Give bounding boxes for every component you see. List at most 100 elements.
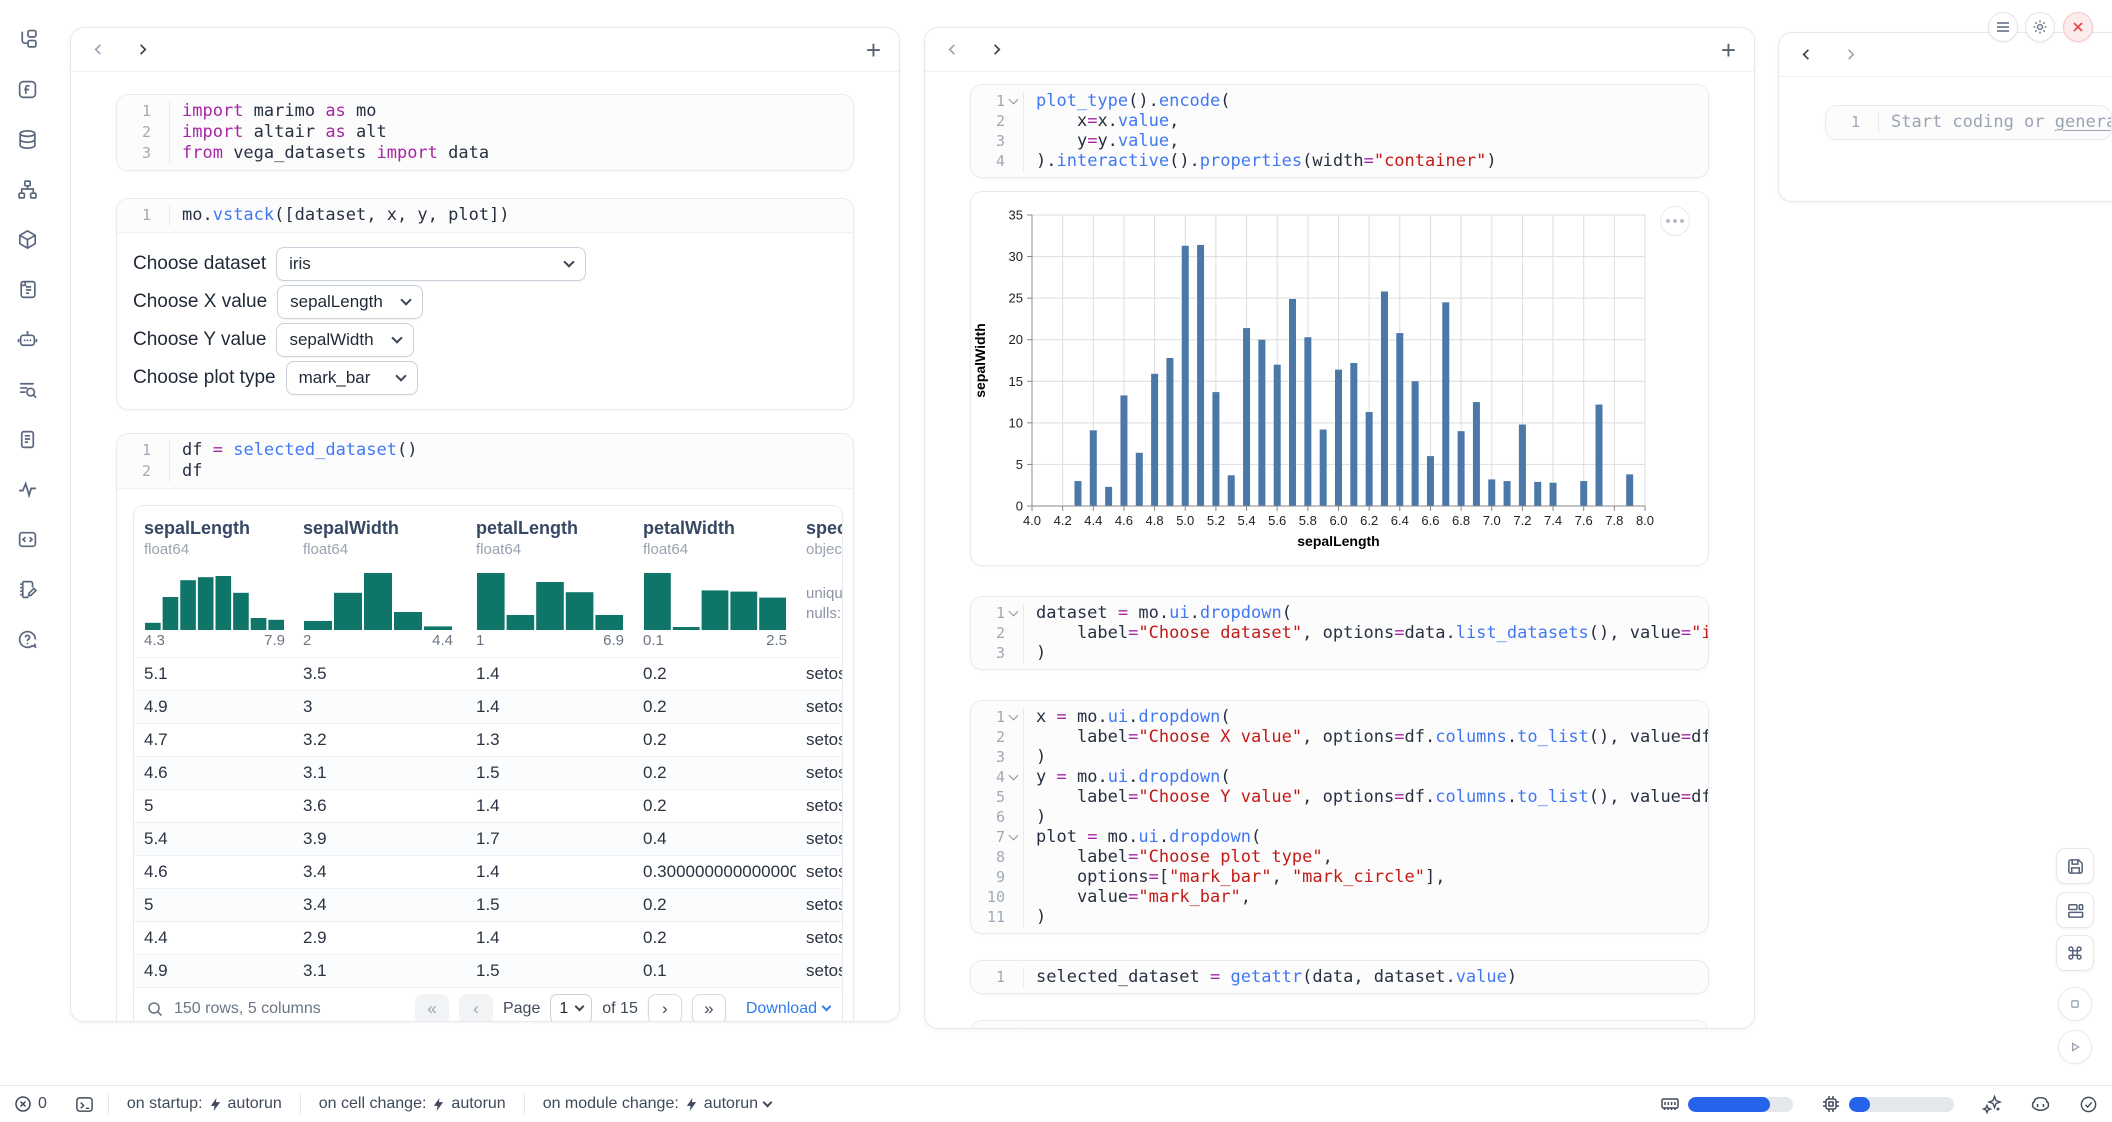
table-cell: setosa — [796, 658, 842, 690]
column-back-icon[interactable] — [1797, 46, 1815, 64]
column-forward-icon[interactable] — [1841, 46, 1859, 64]
copilot-button[interactable] — [2016, 1094, 2065, 1115]
page-select[interactable]: 1 — [550, 994, 592, 1023]
table-cell: 3.4 — [293, 889, 466, 921]
stop-all-button[interactable] — [2058, 987, 2092, 1021]
table-cell: 1.7 — [466, 823, 633, 855]
datasources-icon[interactable] — [10, 122, 44, 156]
search-icon[interactable] — [146, 1000, 164, 1018]
table-cell: setosa — [796, 823, 842, 855]
dataset-code-editor[interactable]: 1dataset = mo.ui.dropdown(2 label="Choos… — [971, 597, 1708, 669]
functions-icon[interactable] — [10, 72, 44, 106]
command-icon — [2066, 944, 2084, 962]
scratchpad-icon[interactable] — [10, 572, 44, 606]
page-label: Page — [503, 1000, 540, 1018]
download-button[interactable]: Download — [746, 1000, 830, 1018]
fold-chevron-icon[interactable] — [1005, 91, 1021, 111]
table-row: 53.61.40.2setosa — [134, 789, 842, 822]
fold-chevron-icon[interactable] — [1005, 767, 1021, 787]
table-cell: 3 — [293, 691, 466, 723]
notebook-menu-button[interactable] — [1988, 12, 2018, 42]
chart-code-editor[interactable]: 1plot_type().encode(2 x=x.value,3 y=y.va… — [971, 85, 1708, 177]
svg-text:4.8: 4.8 — [1146, 513, 1164, 528]
dropdown-select[interactable]: mark_bar — [286, 361, 418, 395]
status-bar: 0 on startup: autorun on cell change: au… — [0, 1085, 2112, 1122]
altair-bar-chart[interactable]: 051015202530354.04.24.44.64.85.05.25.45.… — [971, 192, 1711, 567]
prev-page-button[interactable]: ‹ — [459, 994, 493, 1023]
logs-icon[interactable] — [10, 372, 44, 406]
selected-dataset-editor[interactable]: 1selected_dataset = getattr(data, datase… — [971, 961, 1708, 993]
save-button[interactable] — [2056, 848, 2094, 884]
run-all-button[interactable] — [2058, 1030, 2092, 1064]
documentation-icon[interactable] — [10, 272, 44, 306]
new-cell-editor[interactable]: 1 Start coding or generate with AI — [1826, 106, 2111, 139]
vstack-code-editor[interactable]: 1mo.vstack([dataset, x, y, plot]) — [117, 199, 853, 232]
errors-indicator[interactable]: 0 — [0, 1095, 61, 1113]
column-forward-icon[interactable] — [987, 41, 1005, 59]
fold-chevron-icon — [1005, 747, 1021, 767]
layout-toggle-button[interactable] — [2056, 892, 2094, 928]
ai-assist-button[interactable] — [1968, 1094, 2016, 1114]
table-cell: 3.6 — [293, 790, 466, 822]
on-startup-setting[interactable]: on startup: autorun — [108, 1094, 300, 1114]
plot-type-cell: 1plot_type = getattr(alt.Chart(df), plot… — [970, 1020, 1709, 1029]
dropdown-select[interactable]: iris — [276, 247, 586, 281]
column-header-sepalWidth[interactable]: sepalWidthfloat6424.4 — [293, 506, 466, 657]
imports-code-editor[interactable]: 1import marimo as mo2import altair as al… — [117, 95, 853, 170]
next-page-button[interactable]: › — [648, 994, 682, 1023]
column-back-icon[interactable] — [89, 41, 107, 59]
table-cell: 3.4 — [293, 856, 466, 888]
column-header-petalWidth[interactable]: petalWidthfloat640.12.5 — [633, 506, 796, 657]
control-row: Choose plot typemark_bar — [133, 361, 837, 395]
fold-chevron-icon[interactable] — [1005, 603, 1021, 623]
chart-code-cell: 1plot_type().encode(2 x=x.value,3 y=y.va… — [970, 84, 1709, 178]
table-cell: setosa — [796, 691, 842, 723]
on-cell-change-setting[interactable]: on cell change: autorun — [300, 1094, 524, 1114]
svg-text:4.4: 4.4 — [1084, 513, 1102, 528]
dropdown-select[interactable]: sepalWidth — [276, 323, 414, 357]
on-module-change-setting[interactable]: on module change: autorun — [524, 1094, 789, 1114]
control-row: Choose X valuesepalLength — [133, 285, 837, 319]
add-cell-icon[interactable]: + — [1721, 37, 1736, 63]
ai-chat-icon[interactable] — [10, 322, 44, 356]
fold-chevron-icon — [1005, 847, 1021, 867]
column-back-icon[interactable] — [943, 41, 961, 59]
shutdown-button[interactable] — [2063, 12, 2093, 42]
xy-code-editor[interactable]: 1x = mo.ui.dropdown(2 label="Choose X va… — [971, 701, 1708, 933]
fold-chevron-icon — [1005, 1027, 1021, 1029]
app-sidebar — [0, 0, 54, 1080]
svg-text:5: 5 — [1016, 457, 1023, 472]
connection-status-button[interactable] — [2065, 1095, 2112, 1114]
file-explorer-icon[interactable] — [10, 22, 44, 56]
gear-icon — [2032, 19, 2048, 35]
copilot-icon — [2030, 1094, 2051, 1115]
chart-options-icon[interactable] — [1660, 206, 1690, 236]
dependency-graph-icon[interactable] — [10, 172, 44, 206]
code-outline-icon[interactable] — [10, 522, 44, 556]
generate-with-ai-link[interactable]: generate — [2055, 112, 2112, 132]
first-page-button[interactable]: « — [415, 994, 449, 1023]
keyboard-shortcuts-button[interactable] — [2056, 935, 2094, 971]
settings-button[interactable] — [2025, 12, 2055, 42]
column-header-petalLength[interactable]: petalLengthfloat6416.9 — [466, 506, 633, 657]
plot-type-editor[interactable]: 1plot_type = getattr(alt.Chart(df), plot… — [971, 1021, 1708, 1029]
column-header-sepalLength[interactable]: sepalLengthfloat644.37.9 — [134, 506, 293, 657]
table-row: 5.13.51.40.2setosa — [134, 657, 842, 690]
column-header-species[interactable]: speciesobjectunique:nulls: — [796, 506, 842, 657]
fold-chevron-icon[interactable] — [1005, 707, 1021, 727]
middle-column-panel: + 1plot_type().encode(2 x=x.value,3 y=y.… — [924, 27, 1755, 1029]
fold-chevron-icon[interactable] — [1005, 827, 1021, 847]
dataframe-code-editor[interactable]: 1df = selected_dataset()2df — [117, 434, 853, 488]
snippets-icon[interactable] — [10, 422, 44, 456]
table-row: 4.63.41.40.30000000000000004setosa — [134, 855, 842, 888]
column-forward-icon[interactable] — [133, 41, 151, 59]
add-cell-icon[interactable]: + — [866, 37, 881, 63]
help-icon[interactable] — [10, 622, 44, 656]
table-cell: 4.6 — [134, 856, 293, 888]
play-icon — [2067, 1039, 2083, 1055]
dropdown-select[interactable]: sepalLength — [277, 285, 423, 319]
last-page-button[interactable]: » — [692, 994, 726, 1023]
tracing-icon[interactable] — [10, 472, 44, 506]
terminal-button[interactable] — [61, 1095, 108, 1114]
packages-icon[interactable] — [10, 222, 44, 256]
